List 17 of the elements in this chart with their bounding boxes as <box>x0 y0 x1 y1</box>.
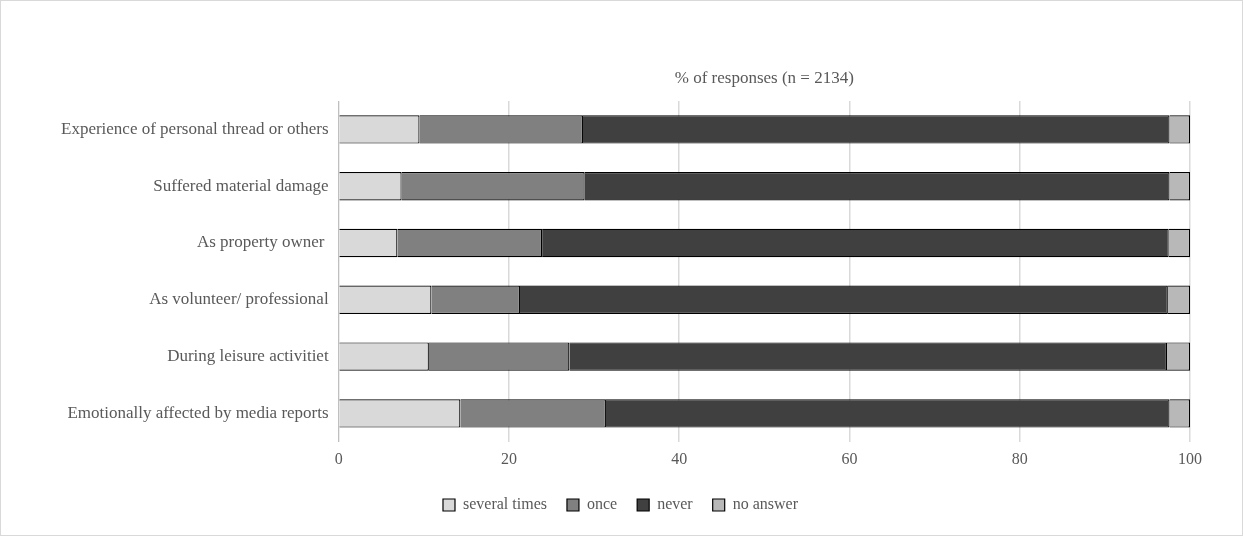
legend-label: no answer <box>732 495 799 513</box>
x-tick-label: 40 <box>671 449 688 467</box>
y-tick-label: As property owner <box>196 232 329 252</box>
y-tick-label: Emotionally affected by media reports <box>67 402 329 422</box>
y-tick-label: Experience of personal thread or others <box>60 118 329 138</box>
x-tick-label: 0 <box>334 449 343 467</box>
y-tick-label: During leisure activitiet <box>167 346 329 366</box>
x-tick-label: 100 <box>1178 449 1202 467</box>
x-tick-label: 20 <box>500 449 517 467</box>
legend-label: once <box>586 495 618 513</box>
y-tick-label: Suffered material damage <box>153 175 329 195</box>
x-tick-label: 80 <box>1011 449 1028 467</box>
y-tick-label: As volunteer/ professional <box>149 289 329 309</box>
x-tick-label: 60 <box>841 449 858 467</box>
legend-label: several times <box>462 495 547 513</box>
chart-title: % of responses (n = 2134) <box>674 67 854 87</box>
legend-label: never <box>657 495 694 513</box>
